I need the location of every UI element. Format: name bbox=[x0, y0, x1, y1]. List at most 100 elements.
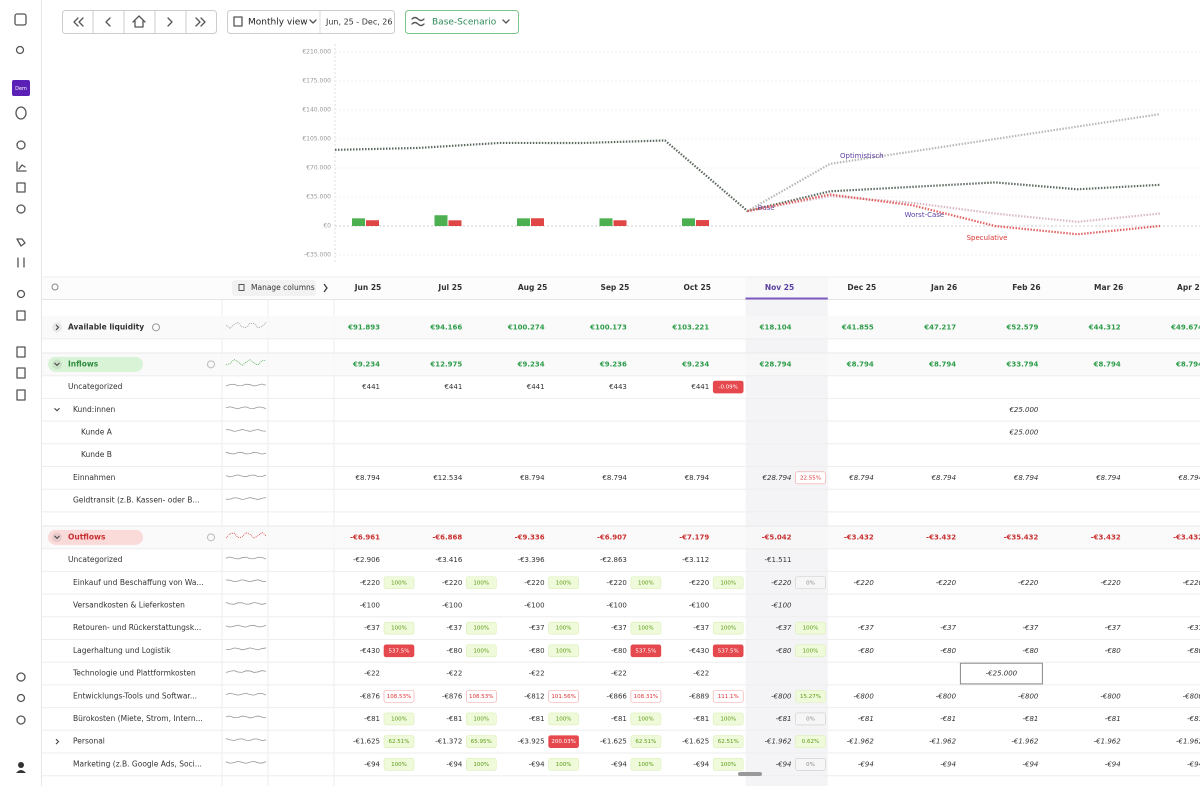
cell-value[interactable]: -€22 bbox=[693, 670, 709, 678]
cell-value[interactable]: €44.312 bbox=[1088, 323, 1121, 331]
cell-value[interactable]: -€81 bbox=[776, 715, 792, 723]
logo[interactable] bbox=[12, 80, 30, 96]
cell-value[interactable]: -€94 bbox=[858, 760, 874, 768]
expander-bg[interactable] bbox=[52, 359, 62, 370]
cell-value[interactable]: -€81 bbox=[858, 715, 874, 723]
cell-value[interactable]: €103.221 bbox=[671, 323, 709, 331]
cell-value[interactable]: -€37 bbox=[364, 624, 380, 632]
icon-db[interactable] bbox=[15, 106, 27, 120]
cell-value[interactable]: -€430 bbox=[689, 647, 709, 655]
cell-value[interactable]: €25.000 bbox=[1008, 428, 1038, 436]
cell-value[interactable]: -€220 bbox=[1183, 579, 1200, 587]
minus-icon[interactable] bbox=[207, 360, 215, 369]
cell-value[interactable]: -€81 bbox=[611, 715, 627, 723]
cell-value[interactable]: -€889 bbox=[689, 692, 709, 700]
cell-value[interactable]: -€800 bbox=[771, 692, 792, 700]
cell-value[interactable]: -€812 bbox=[524, 692, 544, 700]
cell-value[interactable]: €8.794 bbox=[1093, 360, 1121, 368]
info-icon[interactable] bbox=[152, 323, 160, 332]
cell-value[interactable]: -€94 bbox=[611, 760, 627, 768]
cell-value[interactable]: -€35.432 bbox=[1004, 533, 1039, 541]
cell-value[interactable]: -€37 bbox=[446, 624, 462, 632]
cell-value[interactable]: -€94 bbox=[1187, 760, 1200, 768]
cell-value[interactable]: -€25.000 bbox=[986, 670, 1018, 678]
cell-value[interactable]: -€3.112 bbox=[682, 556, 709, 564]
cell-value[interactable]: -€37 bbox=[1105, 624, 1121, 632]
cell-value[interactable]: €12.534 bbox=[433, 474, 462, 482]
cell-value[interactable]: -€81 bbox=[364, 715, 380, 723]
cell-value[interactable]: -€80 bbox=[1187, 647, 1200, 655]
cell-value[interactable]: -€1.962 bbox=[1176, 738, 1200, 746]
icon[interactable] bbox=[16, 672, 26, 682]
cell-value[interactable]: -€1.962 bbox=[1011, 738, 1039, 746]
cell-value[interactable]: -€1.962 bbox=[1094, 738, 1122, 746]
view-select[interactable] bbox=[227, 10, 395, 34]
cell-value[interactable]: -€220 bbox=[853, 579, 874, 587]
cell-value[interactable]: -€1.962 bbox=[764, 738, 792, 746]
cell-value[interactable]: €9.234 bbox=[352, 360, 380, 368]
cell-value[interactable]: -€80 bbox=[1023, 647, 1039, 655]
cell-value[interactable]: -€81 bbox=[693, 715, 709, 723]
btn-last[interactable] bbox=[195, 17, 206, 27]
cell-value[interactable]: -€94 bbox=[1105, 760, 1121, 768]
cell-value[interactable]: -€1.625 bbox=[682, 738, 709, 746]
cell-value[interactable]: -€5.042 bbox=[762, 533, 792, 541]
cell-value[interactable]: €8.794 bbox=[931, 474, 957, 482]
cell-value[interactable]: -€81 bbox=[1187, 715, 1200, 723]
icon-chart[interactable] bbox=[16, 161, 27, 172]
cell-value[interactable]: -€80 bbox=[858, 647, 874, 655]
cell-value[interactable]: -€100 bbox=[524, 601, 544, 609]
cell-value[interactable]: -€1.962 bbox=[847, 738, 875, 746]
cell-value[interactable]: -€80 bbox=[529, 647, 545, 655]
cell-value[interactable]: -€800 bbox=[1100, 692, 1121, 700]
cell-value[interactable]: -€81 bbox=[1023, 715, 1039, 723]
cell-value[interactable]: -€220 bbox=[936, 579, 957, 587]
cell-value[interactable]: €9.236 bbox=[599, 360, 627, 368]
cell-value[interactable]: -€37 bbox=[529, 624, 545, 632]
cell-value[interactable]: -€1.625 bbox=[353, 738, 380, 746]
minus-icon[interactable] bbox=[207, 533, 215, 542]
btn-next[interactable] bbox=[167, 17, 173, 27]
cell-value[interactable]: -€220 bbox=[524, 579, 544, 587]
cell-value[interactable]: -€37 bbox=[1023, 624, 1039, 632]
cell-value[interactable]: -€94 bbox=[529, 760, 545, 768]
cell-value[interactable]: -€2.863 bbox=[600, 556, 627, 564]
cell-value[interactable]: -€3.432 bbox=[1091, 533, 1121, 541]
cell-value[interactable]: -€37 bbox=[1187, 624, 1200, 632]
cell-value[interactable]: -€94 bbox=[776, 760, 792, 768]
cell-value[interactable]: -€220 bbox=[771, 579, 792, 587]
cell-value[interactable]: -€37 bbox=[776, 624, 792, 632]
cell-value[interactable]: -€94 bbox=[446, 760, 462, 768]
cell-value[interactable]: -€81 bbox=[940, 715, 956, 723]
cell-value[interactable]: -€6.868 bbox=[432, 533, 462, 541]
scroll-right[interactable] bbox=[323, 283, 328, 293]
cell-value[interactable]: €94.166 bbox=[429, 323, 462, 331]
cell-value[interactable]: -€81 bbox=[1105, 715, 1121, 723]
cell-value[interactable]: -€94 bbox=[364, 760, 380, 768]
cell-value[interactable]: -€80 bbox=[611, 647, 627, 655]
cell-value[interactable]: €8.794 bbox=[846, 360, 874, 368]
scenario-select[interactable] bbox=[405, 10, 519, 34]
icon-bulb[interactable] bbox=[16, 693, 26, 703]
cell-value[interactable]: -€3.925 bbox=[518, 738, 545, 746]
cell-value[interactable]: €8.794 bbox=[1178, 474, 1200, 482]
cell-value[interactable]: €8.794 bbox=[1175, 360, 1200, 368]
cell-value[interactable]: -€6.907 bbox=[597, 533, 627, 541]
icon-search[interactable] bbox=[15, 45, 25, 55]
cell-value[interactable]: -€876 bbox=[360, 692, 381, 700]
cell-value[interactable]: -€22 bbox=[364, 670, 380, 678]
cell-value[interactable]: -€7.179 bbox=[679, 533, 709, 541]
icon-settings[interactable] bbox=[16, 715, 26, 725]
cell-value[interactable]: -€220 bbox=[442, 579, 462, 587]
manage-columns-btn[interactable] bbox=[232, 280, 316, 296]
cell-value[interactable]: -€37 bbox=[693, 624, 709, 632]
cell-value[interactable]: €41.855 bbox=[841, 323, 874, 331]
cell-value[interactable]: -€100 bbox=[607, 601, 627, 609]
expander-bg[interactable] bbox=[52, 322, 62, 333]
icon[interactable] bbox=[16, 346, 26, 358]
cell-value[interactable]: -€866 bbox=[607, 692, 628, 700]
icon[interactable] bbox=[16, 367, 26, 379]
cell-value[interactable]: €9.234 bbox=[517, 360, 545, 368]
icon[interactable] bbox=[16, 140, 26, 150]
cell-value[interactable]: -€94 bbox=[940, 760, 956, 768]
